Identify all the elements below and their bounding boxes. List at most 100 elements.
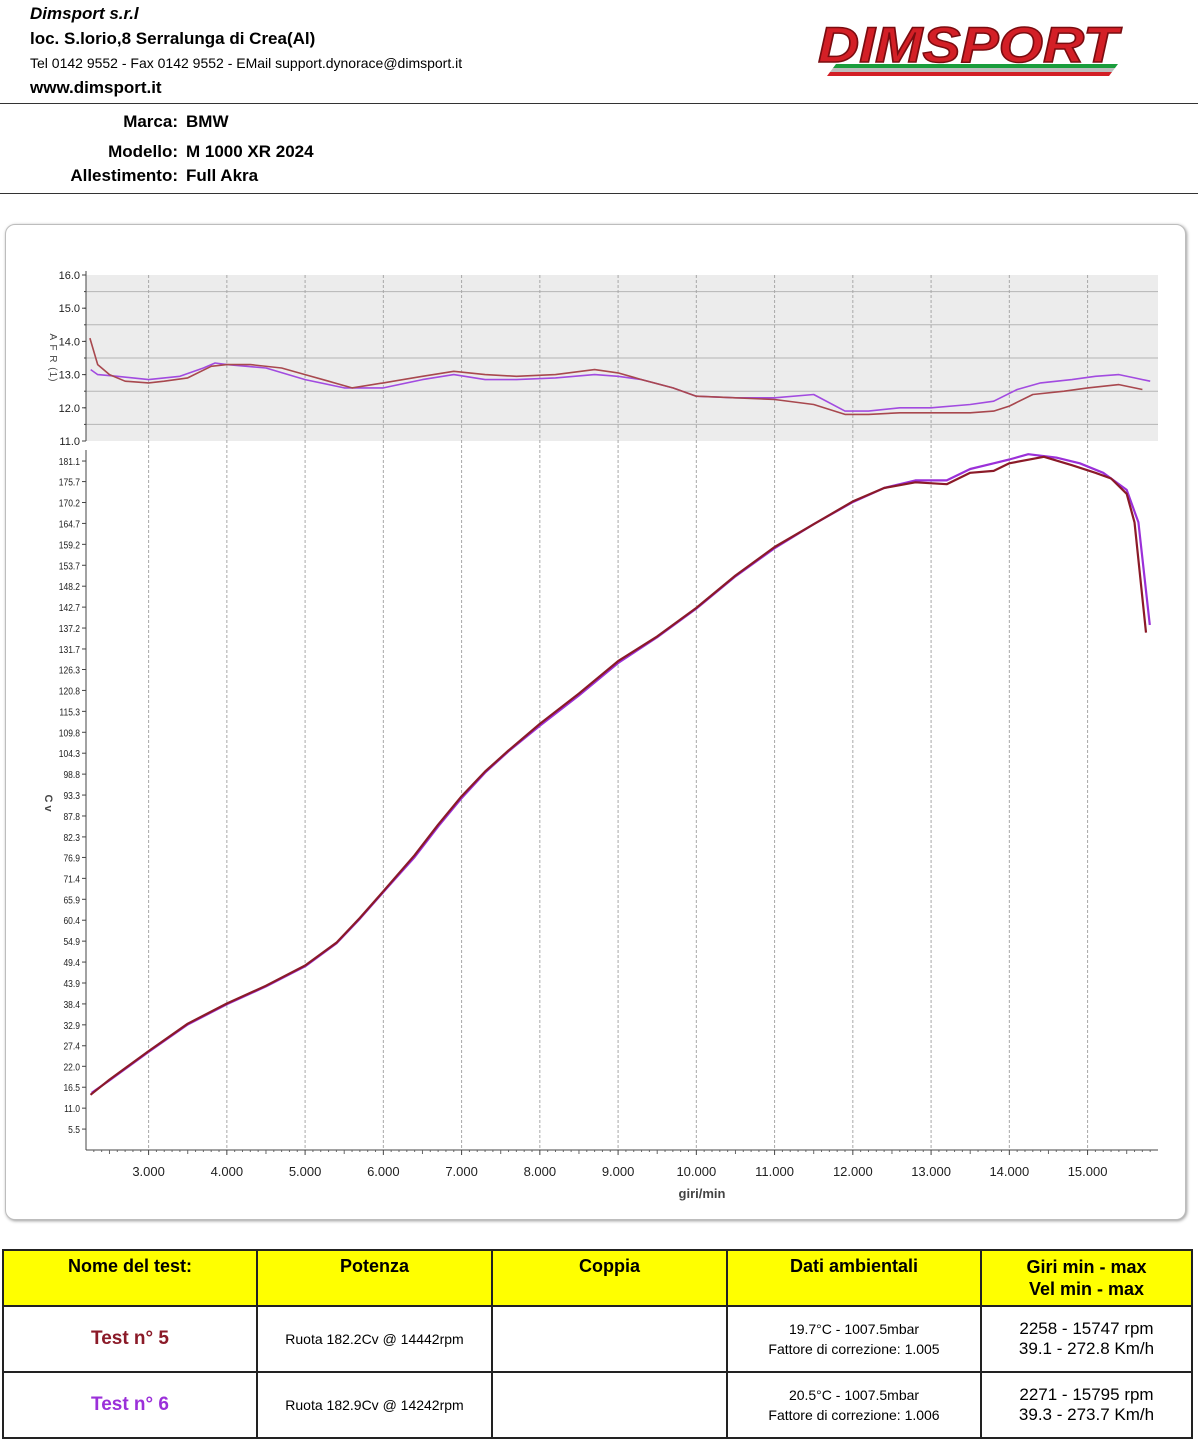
power-y-tick-label: 153.7 <box>59 561 80 572</box>
vehicle-divider <box>0 193 1198 194</box>
logo-text: DIMSPORT <box>818 17 1123 73</box>
power-cell: Ruota 182.9Cv @ 14242rpm <box>256 1371 493 1439</box>
rpm-range: 2271 - 15795 rpm <box>1019 1385 1154 1404</box>
power-y-tick-label: 32.9 <box>63 1020 80 1031</box>
header-power: Potenza <box>256 1249 493 1307</box>
dyno-chart: 11.0 12.0 13.0 14.0 15.0 16.0 5.5 11.0 16.5 22.0 2… <box>42 270 1158 1201</box>
power-y-tick-label: 115.3 <box>59 707 80 718</box>
header-range-line1: Giri min - max <box>1026 1257 1147 1277</box>
power-series-test-5 <box>89 455 1148 1096</box>
power-y-tick-label: 93.3 <box>63 790 80 801</box>
range-cell: 2271 - 15795 rpm 39.3 - 273.7 Km/h <box>980 1371 1193 1439</box>
dimsport-logo: DIMSPORT <box>818 16 1124 76</box>
trim-label: Allestimento: <box>70 166 178 185</box>
afr-y-tick-label: 12.0 <box>59 403 80 415</box>
x-tick-label: 7.000 <box>445 1164 478 1179</box>
power-y-tick-label: 49.4 <box>63 957 80 968</box>
ambient-conditions: 19.7°C - 1007.5mbar <box>788 1321 920 1337</box>
power-y-tick-label: 109.8 <box>59 728 80 739</box>
power-y-tick-label: 120.8 <box>59 686 80 697</box>
afr-series-test-5 <box>89 337 1143 416</box>
company-contacts: Tel 0142 9552 - Fax 0142 9552 - EMail su… <box>30 55 463 71</box>
rpm-range: 2258 - 15747 rpm <box>1019 1319 1154 1338</box>
company-website: www.dimsport.it <box>30 78 162 97</box>
x-tick-label: 5.000 <box>289 1164 322 1179</box>
trim-value: Full Akra <box>186 166 259 185</box>
model-value: M 1000 XR 2024 <box>186 142 314 161</box>
afr-y-tick-label: 16.0 <box>59 270 80 282</box>
power-y-tick-label: 5.5 <box>68 1124 80 1135</box>
x-tick-label: 11.000 <box>755 1164 794 1179</box>
power-y-tick-label: 181.1 <box>59 456 80 467</box>
power-y-tick-label: 98.8 <box>63 770 80 781</box>
correction-factor: Fattore di correzione: 1.005 <box>768 1341 940 1357</box>
test-name-cell: Test n° 6 <box>2 1371 258 1439</box>
make-value: BMW <box>186 112 229 131</box>
power-y-tick-label: 76.9 <box>63 853 80 864</box>
x-tick-label: 10.000 <box>676 1164 716 1179</box>
x-tick-label: 12.000 <box>833 1164 873 1179</box>
power-y-tick-label: 175.7 <box>59 477 80 488</box>
power-y-tick-label: 104.3 <box>59 749 80 760</box>
torque-cell <box>491 1305 728 1373</box>
header-ambient: Dati ambientali <box>726 1249 982 1307</box>
afr-series-test-6 <box>90 362 1151 412</box>
power-y-tick-label: 60.4 <box>63 916 80 927</box>
power-y-tick-label: 54.9 <box>63 937 80 948</box>
power-y-tick-label: 159.2 <box>59 540 80 551</box>
power-y-axis-label: C v <box>42 794 54 812</box>
x-tick-label: 13.000 <box>911 1164 951 1179</box>
speed-range: 39.1 - 272.8 Km/h <box>1018 1339 1155 1358</box>
header-test-name: Nome del test: <box>2 1249 258 1307</box>
power-y-tick-label: 148.2 <box>59 582 80 593</box>
header-divider <box>0 103 1198 104</box>
x-axis-label: giri/min <box>679 1186 726 1201</box>
x-tick-label: 8.000 <box>524 1164 557 1179</box>
x-tick-label: 15.000 <box>1068 1164 1108 1179</box>
header-range-line2: Vel min - max <box>1028 1279 1145 1299</box>
power-y-tick-label: 71.4 <box>63 874 80 885</box>
power-y-tick-label: 16.5 <box>63 1083 80 1094</box>
power-y-tick-label: 65.9 <box>63 895 80 906</box>
header-torque: Coppia <box>491 1249 728 1307</box>
speed-range: 39.3 - 273.7 Km/h <box>1018 1405 1155 1424</box>
company-address: loc. S.lorio,8 Serralunga di Crea(Al) <box>30 29 316 48</box>
results-table: Nome del test: Potenza Coppia Dati ambie… <box>2 1249 1193 1439</box>
power-y-tick-label: 87.8 <box>63 811 80 822</box>
correction-factor: Fattore di correzione: 1.006 <box>768 1407 940 1423</box>
power-series-test-6 <box>90 453 1151 1094</box>
table-row: Test n° 6 Ruota 182.9Cv @ 14242rpm 20.5°… <box>2 1371 1193 1439</box>
header-range: Giri min - max Vel min - max <box>980 1249 1193 1307</box>
power-y-tick-label: 137.2 <box>59 623 80 634</box>
torque-cell <box>491 1371 728 1439</box>
power-y-tick-label: 43.9 <box>63 978 80 989</box>
afr-y-tick-label: 14.0 <box>59 336 80 348</box>
table-row: Test n° 5 Ruota 182.2Cv @ 14442rpm 19.7°… <box>2 1305 1193 1373</box>
ambient-conditions: 20.5°C - 1007.5mbar <box>788 1387 920 1403</box>
power-y-tick-label: 38.4 <box>63 999 80 1010</box>
afr-y-tick-label: 11.0 <box>59 436 80 448</box>
power-y-tick-label: 27.4 <box>63 1041 80 1052</box>
power-y-tick-label: 142.7 <box>59 602 80 613</box>
x-tick-label: 4.000 <box>211 1164 244 1179</box>
power-y-tick-label: 170.2 <box>59 498 80 509</box>
power-y-tick-label: 22.0 <box>63 1062 80 1073</box>
power-cell: Ruota 182.2Cv @ 14442rpm <box>256 1305 493 1373</box>
make-label: Marca: <box>123 112 178 131</box>
range-cell: 2258 - 15747 rpm 39.1 - 272.8 Km/h <box>980 1305 1193 1373</box>
x-tick-label: 9.000 <box>602 1164 635 1179</box>
power-y-tick-label: 82.3 <box>63 832 80 843</box>
x-tick-label: 6.000 <box>367 1164 400 1179</box>
afr-y-tick-label: 13.0 <box>59 370 80 382</box>
afr-y-tick-label: 15.0 <box>59 303 80 315</box>
results-header-row: Nome del test: Potenza Coppia Dati ambie… <box>2 1249 1193 1307</box>
ambient-cell: 20.5°C - 1007.5mbar Fattore di correzion… <box>726 1371 982 1439</box>
power-y-tick-label: 11.0 <box>64 1104 80 1115</box>
x-tick-label: 3.000 <box>132 1164 165 1179</box>
afr-y-axis-label: A F R (1) <box>47 333 58 382</box>
power-y-tick-label: 126.3 <box>59 665 80 676</box>
power-y-tick-label: 164.7 <box>59 519 80 530</box>
power-y-tick-label: 131.7 <box>59 644 80 655</box>
model-label: Modello: <box>108 142 178 161</box>
company-name: Dimsport s.r.l <box>30 4 139 23</box>
